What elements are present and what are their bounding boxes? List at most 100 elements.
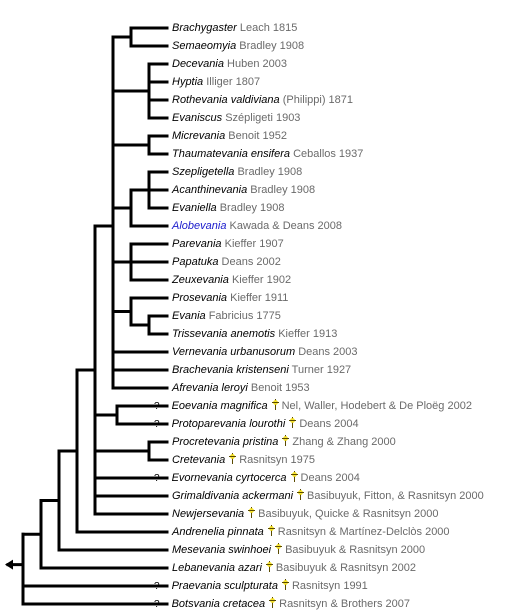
taxon-row: Evaniscus Szépligeti 1903 <box>172 110 300 126</box>
dagger-icon <box>248 507 256 518</box>
taxon-name-evania: Evania <box>172 310 206 322</box>
taxon-name-decevania: Decevania <box>172 58 224 70</box>
taxon-name-afrevania: Afrevania leroyi <box>172 382 248 394</box>
taxon-author-andrenelia: Rasnitsyn & Martínez-Delclòs 2000 <box>277 526 450 538</box>
dagger-icon <box>289 417 297 428</box>
taxon-name-trissevania: Trissevania anemotis <box>172 328 276 340</box>
taxon-author-protoparevania: Deans 2004 <box>299 418 359 430</box>
taxon-name-rothevania: Rothevania valdiviana <box>172 94 280 106</box>
taxon-author-mesevania: Basibuyuk & Rasnitsyn 2000 <box>285 544 426 556</box>
taxon-row: ? Botsvania cretacea Rasnitsyn & Brothers … <box>154 596 410 612</box>
taxon-row: Rothevania valdiviana (Philippi) 1871 <box>172 92 353 108</box>
taxon-row: ? Protoparevania lourothi Deans 2004 <box>154 416 359 432</box>
taxon-row: Acanthinevania Bradley 1908 <box>172 182 315 198</box>
uncertain-mark: ? <box>154 581 160 592</box>
taxon-row: Alobevania Kawada & Deans 2008 <box>172 218 342 234</box>
taxon-row: Prosevania Kieffer 1911 <box>172 290 288 306</box>
taxon-name-evaniscus: Evaniscus <box>172 112 223 124</box>
taxon-name-parevania: Parevania <box>172 238 222 250</box>
taxon-author-hyptia: Illiger 1807 <box>206 76 261 88</box>
uncertain-mark: ? <box>154 401 160 412</box>
taxon-author-evania: Fabricius 1775 <box>208 310 281 322</box>
taxon-row: Hyptia Illiger 1807 <box>172 74 260 90</box>
taxon-name-papatuka: Papatuka <box>172 256 219 268</box>
taxon-name-andrenelia: Andrenelia pinnata <box>172 526 264 538</box>
taxon-name-alobevania[interactable]: Alobevania <box>172 220 227 232</box>
taxon-author-brachygaster: Leach 1815 <box>239 22 298 34</box>
taxon-name-newjersevania: Newjersevania <box>172 508 245 520</box>
taxon-row: ? Praevania sculpturata Rasnitsyn 1991 <box>154 578 368 594</box>
taxon-row: Vernevania urbanusorum Deans 2003 <box>172 344 358 360</box>
taxon-author-alobevania: Kawada & Deans 2008 <box>229 220 343 232</box>
taxon-name-micrevania: Micrevania <box>172 130 226 142</box>
taxon-author-lebanevania: Basibuyuk & Rasnitsyn 2002 <box>275 562 416 574</box>
taxon-name-thaumatevania: Thaumatevania ensifera <box>172 148 291 160</box>
uncertain-mark: ? <box>154 419 160 430</box>
taxon-name-procretevania: Procretevania pristina <box>172 436 279 448</box>
taxon-row: Afrevania leroyi Benoit 1953 <box>172 380 310 396</box>
taxon-author-decevania: Huben 2003 <box>227 58 287 70</box>
taxon-name-protoparevania: Protoparevania lourothi <box>171 418 286 430</box>
taxon-author-micrevania: Benoit 1952 <box>228 130 287 142</box>
taxon-name-praevania: Praevania sculpturata <box>171 580 278 592</box>
uncertain-stub-mark <box>161 404 167 408</box>
dagger-icon <box>267 525 275 536</box>
taxon-author-praevania: Rasnitsyn 1991 <box>291 580 368 592</box>
taxon-row: ? Evornevania cyrtocerca Deans 2004 <box>154 470 360 486</box>
taxon-row: Zeuxevania Kieffer 1902 <box>172 272 291 288</box>
taxon-name-prosevania: Prosevania <box>172 292 228 304</box>
taxon-author-thaumatevania: Ceballos 1937 <box>293 148 364 160</box>
taxon-author-trissevania: Kieffer 1913 <box>278 328 338 340</box>
taxon-name-evaniella: Evaniella <box>172 202 217 214</box>
taxon-author-rothevania: (Philippi) 1871 <box>282 94 354 106</box>
taxon-name-eoevania: Eoevania magnifica <box>171 400 268 412</box>
taxon-author-newjersevania: Basibuyuk, Quicke & Rasnitsyn 2000 <box>258 508 439 520</box>
taxon-row: Grimaldivania ackermani Basibuyuk, Fitton… <box>172 488 484 504</box>
dagger-icon <box>269 597 277 608</box>
uncertain-stub-mark <box>161 602 167 606</box>
taxon-author-prosevania: Kieffer 1911 <box>230 292 289 304</box>
taxon-author-acanthinevania: Bradley 1908 <box>250 184 316 196</box>
taxon-row: Brachygaster Leach 1815 <box>172 20 297 36</box>
taxon-name-brachevania: Brachevania kristenseni <box>172 364 289 376</box>
taxon-name-brachygaster: Brachygaster <box>172 22 237 34</box>
taxon-name-grimaldivania: Grimaldivania ackermani <box>172 490 294 502</box>
taxon-name-evornevania: Evornevania cyrtocerca <box>171 472 287 484</box>
taxon-name-botsvania: Botsvania cretacea <box>171 598 266 610</box>
uncertain-stub-mark <box>161 584 167 588</box>
dagger-icon <box>282 435 290 446</box>
taxon-row: Brachevania kristenseni Turner 1927 <box>172 362 351 378</box>
taxon-author-procretevania: Zhang & Zhang 2000 <box>292 436 396 448</box>
taxon-author-semaeomyia: Bradley 1908 <box>239 40 305 52</box>
dagger-icon <box>265 561 273 572</box>
taxon-row: Parevania Kieffer 1907 <box>172 236 284 252</box>
taxon-name-hyptia: Hyptia <box>172 76 204 88</box>
taxon-row: Thaumatevania ensifera Ceballos 1937 <box>172 146 363 162</box>
taxon-author-vernevania: Deans 2003 <box>298 346 358 358</box>
taxon-author-cretevania: Rasnitsyn 1975 <box>239 454 316 466</box>
dagger-icon <box>281 579 289 590</box>
taxon-row: Evaniella Bradley 1908 <box>172 200 285 216</box>
taxon-author-szepligetella: Bradley 1908 <box>237 166 303 178</box>
dagger-icon <box>271 399 279 410</box>
taxon-name-lebanevania: Lebanevania azari <box>172 562 262 574</box>
taxon-name-vernevania: Vernevania urbanusorum <box>172 346 296 358</box>
taxon-author-eoevania: Nel, Waller, Hodebert & De Ploëg 2002 <box>281 400 472 412</box>
taxon-author-papatuka: Deans 2002 <box>221 256 281 268</box>
dagger-icon <box>275 543 283 554</box>
taxon-author-evornevania: Deans 2004 <box>300 472 360 484</box>
taxon-row: Lebanevania azari Basibuyuk & Rasnitsyn 2… <box>172 560 416 576</box>
taxon-name-semaeomyia: Semaeomyia <box>172 40 237 52</box>
taxon-name-zeuxevania: Zeuxevania <box>172 274 229 286</box>
taxon-row: Decevania Huben 2003 <box>172 56 287 72</box>
uncertain-mark: ? <box>154 599 160 610</box>
taxon-name-mesevania: Mesevania swinhoei <box>172 544 272 556</box>
taxon-row: Trissevania anemotis Kieffer 1913 <box>172 326 337 342</box>
taxon-row: ? Eoevania magnifica Nel, Waller, Hodebert… <box>154 398 472 414</box>
uncertain-stub-mark <box>161 422 167 426</box>
taxon-row: Cretevania Rasnitsyn 1975 <box>172 452 315 468</box>
taxon-row: Papatuka Deans 2002 <box>172 254 281 270</box>
taxon-row: Mesevania swinhoei Basibuyuk & Rasnitsyn … <box>172 542 425 558</box>
